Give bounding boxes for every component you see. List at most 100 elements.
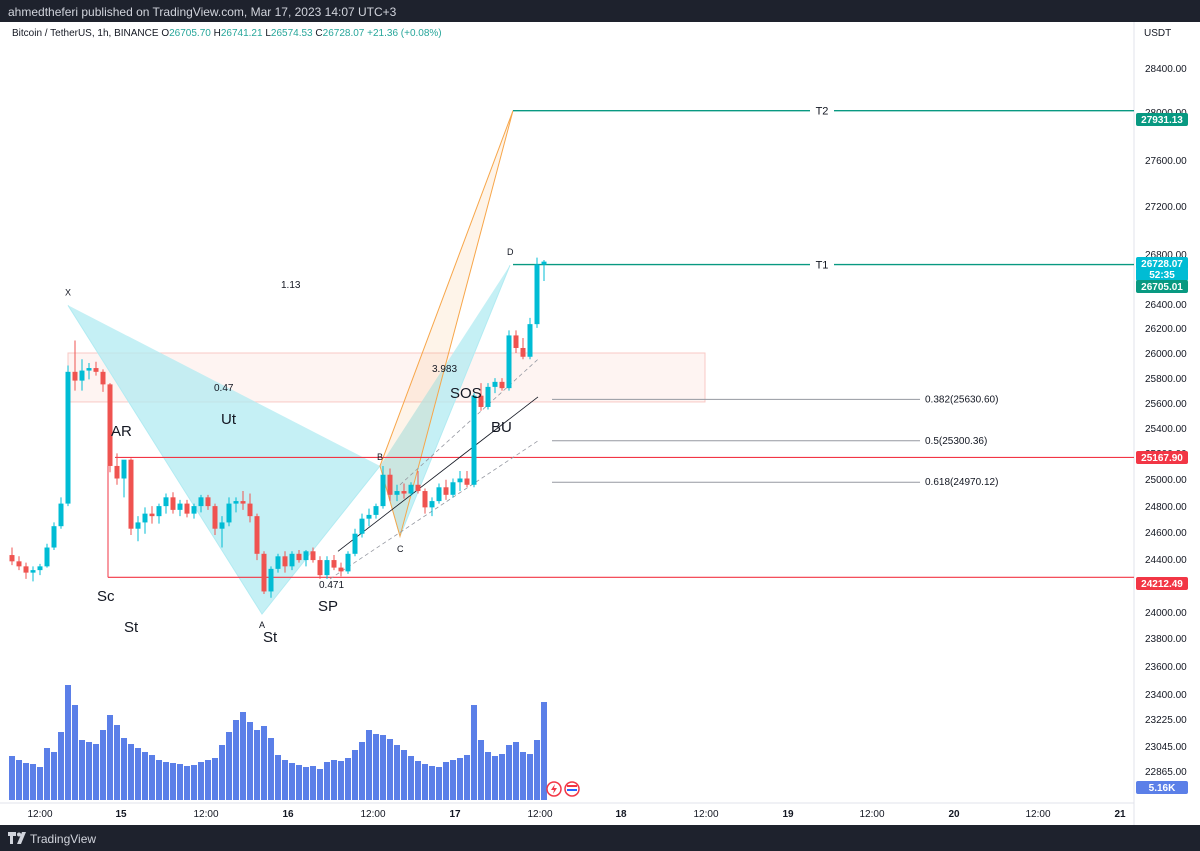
candle-body <box>212 506 218 529</box>
candle-body <box>499 381 505 389</box>
candle-body <box>506 335 512 389</box>
harmonic-bcd-triangle <box>380 265 510 537</box>
footer-bar: TradingView <box>0 825 1200 851</box>
volume-bar <box>254 730 260 800</box>
candle-body <box>58 503 64 527</box>
price-tick: 22865.00 <box>1145 767 1187 778</box>
volume-bar <box>422 764 428 800</box>
price-tag-value: 5.16K <box>1149 783 1176 794</box>
ratio-label: 0.471 <box>319 580 344 591</box>
volume-bar <box>429 766 435 800</box>
candle-body <box>310 551 316 561</box>
time-tick: 12:00 <box>693 809 718 820</box>
candle-body <box>233 501 239 504</box>
volume-bar <box>513 742 519 800</box>
candle-body <box>240 501 246 504</box>
candle-body <box>513 335 519 348</box>
volume-bar <box>366 730 372 800</box>
wyckoff-label: AR <box>111 423 132 440</box>
volume-bar <box>16 760 22 800</box>
volume-bar <box>408 756 414 800</box>
tradingview-logo-icon[interactable] <box>8 831 28 845</box>
publish-header: ahmedtheferi published on TradingView.co… <box>0 0 1200 22</box>
candle-body <box>331 560 337 568</box>
price-tick: 26800.00 <box>1145 250 1187 261</box>
volume-bar <box>142 752 148 800</box>
candle-body <box>100 371 106 385</box>
time-tick: 15 <box>115 809 127 820</box>
high-key: H <box>213 28 221 39</box>
price-tick: 27200.00 <box>1145 202 1187 213</box>
candle-body <box>534 264 540 325</box>
candle-body <box>177 503 183 510</box>
currency-label: USDT <box>1144 28 1172 39</box>
volume-bar <box>93 744 99 800</box>
volume-bar <box>282 760 288 800</box>
volume-bar <box>240 712 246 800</box>
volume-bar <box>275 755 281 800</box>
channel-mid-line <box>337 396 539 552</box>
volume-bar <box>86 742 92 800</box>
candle-body <box>65 371 71 504</box>
symbol-name[interactable]: Bitcoin / TetherUS, 1h, BINANCE <box>12 28 159 39</box>
fib-label: 0.382(25630.60) <box>925 394 998 405</box>
price-tag-value: 26705.01 <box>1141 282 1183 293</box>
candle-body <box>408 484 414 494</box>
volume-bar <box>380 735 386 800</box>
price-tick: 26200.00 <box>1145 324 1187 335</box>
candle-body <box>492 381 498 387</box>
point-label-a: A <box>259 620 265 630</box>
volume-bar <box>436 767 442 800</box>
point-label-d: D <box>507 247 514 257</box>
candle-body <box>107 384 113 466</box>
target-label-t1: T1 <box>816 260 829 272</box>
candle-body <box>422 491 428 508</box>
volume-bar <box>296 765 302 800</box>
candle-body <box>275 556 281 569</box>
price-chart[interactable]: T2 T1 0.382(25630.60) 0.5(25300.36) 0.618(24… <box>0 22 1200 825</box>
volume-bar <box>506 745 512 800</box>
volume-bar <box>163 762 169 800</box>
volume-bar <box>114 725 120 800</box>
volume-bar <box>156 760 162 800</box>
volume-bar <box>107 715 113 800</box>
wyckoff-label: Sc <box>97 588 115 605</box>
volume-bar <box>23 763 29 800</box>
volume-bar <box>359 742 365 800</box>
candle-body <box>303 551 309 561</box>
candle-body <box>9 555 15 562</box>
volume-bar <box>373 734 379 800</box>
projection-triangle <box>379 110 514 539</box>
wyckoff-label: St <box>124 619 139 636</box>
candle-body <box>394 491 400 495</box>
candle-body <box>191 506 197 514</box>
time-tick: 12:00 <box>859 809 884 820</box>
price-tag <box>1136 280 1188 293</box>
ratio-label: 0.47 <box>214 383 234 394</box>
volume-bar <box>387 739 393 800</box>
wyckoff-label: St <box>263 629 278 646</box>
candle-body <box>296 553 302 561</box>
wyckoff-label: Ut <box>221 411 237 428</box>
volume-bar <box>464 755 470 800</box>
price-tag <box>1136 268 1188 281</box>
candle-body <box>520 347 526 357</box>
price-tag-value: 52:35 <box>1149 270 1175 281</box>
chart-frame: T2 T1 0.382(25630.60) 0.5(25300.36) 0.618(24… <box>0 22 1200 825</box>
fib-label: 0.5(25300.36) <box>925 436 987 447</box>
channel-upper-line <box>399 358 539 486</box>
volume-bar <box>65 685 71 800</box>
volume-bar <box>338 761 344 800</box>
price-tick: 24800.00 <box>1145 502 1187 513</box>
time-tick: 12:00 <box>1025 809 1050 820</box>
flag-stripe-icon <box>567 785 577 787</box>
candle-body <box>366 514 372 519</box>
volume-bar <box>184 766 190 800</box>
volume-bar <box>30 764 36 800</box>
lightning-glyph-icon <box>551 784 557 794</box>
candle-body <box>44 547 50 567</box>
wyckoff-label: SP <box>318 598 338 615</box>
price-tick: 23600.00 <box>1145 662 1187 673</box>
target-label-t2: T2 <box>816 106 829 118</box>
candle-body <box>429 501 435 508</box>
